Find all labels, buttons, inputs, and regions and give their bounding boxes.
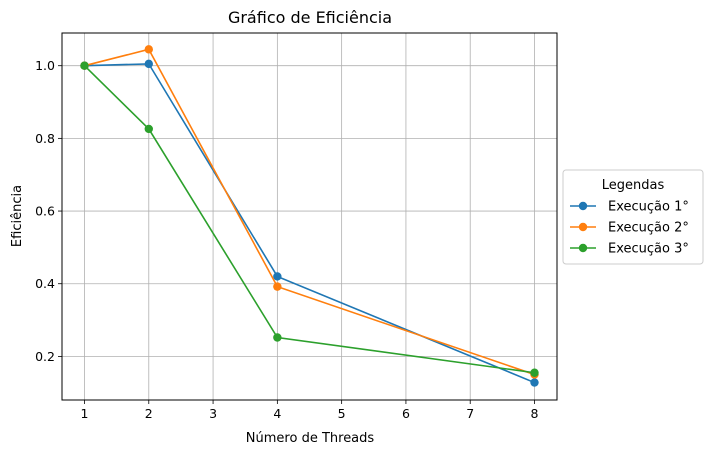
y-tick-label: 0.8 bbox=[35, 131, 55, 146]
data-point bbox=[80, 61, 89, 70]
series-line bbox=[84, 48, 535, 376]
plot-frame bbox=[61, 32, 558, 401]
x-tick-label: 4 bbox=[273, 406, 281, 421]
chart-title: Gráfico de Eficiência bbox=[228, 8, 392, 27]
data-point bbox=[144, 124, 153, 134]
data-point bbox=[144, 45, 153, 54]
y-tick-label: 0.2 bbox=[35, 349, 55, 364]
x-tick-label: 8 bbox=[531, 406, 539, 421]
x-tick-label: 1 bbox=[81, 406, 89, 421]
x-axis-label: Número de Threads bbox=[246, 431, 375, 446]
legend-item: Execução 3° bbox=[570, 242, 689, 257]
legend-title: Legendas bbox=[602, 178, 665, 193]
y-axis-label: Eficiência bbox=[10, 185, 25, 247]
series-layer bbox=[80, 45, 539, 387]
y-axis-ticks: 0.2 0.4 0.6 0.8 1.0 bbox=[35, 58, 62, 364]
y-tick-label: 0.6 bbox=[35, 204, 55, 219]
y-tick-label: 0.4 bbox=[35, 276, 55, 291]
legend-marker bbox=[578, 201, 588, 211]
legend-marker bbox=[578, 222, 588, 232]
legend-label: Execução 3° bbox=[608, 242, 689, 257]
data-point bbox=[144, 59, 153, 69]
grid-lines bbox=[62, 33, 557, 400]
data-point bbox=[273, 333, 282, 342]
data-point bbox=[273, 282, 282, 291]
legend: Legendas Execução 1°Execução 2°Execução … bbox=[562, 169, 704, 265]
series-line bbox=[84, 63, 535, 384]
legend-item: Execução 2° bbox=[570, 221, 689, 236]
x-tick-label: 5 bbox=[338, 406, 346, 421]
legend-label: Execução 1° bbox=[608, 200, 689, 215]
x-axis-ticks: 1 2 3 4 5 6 7 8 bbox=[81, 400, 539, 421]
legend-label: Execução 2° bbox=[608, 221, 689, 236]
x-tick-label: 2 bbox=[145, 406, 153, 421]
legend-marker bbox=[578, 243, 588, 253]
data-point bbox=[530, 378, 539, 387]
x-tick-label: 7 bbox=[466, 406, 474, 421]
y-tick-label: 1.0 bbox=[35, 58, 55, 73]
series-3 bbox=[80, 61, 539, 377]
series-line bbox=[83, 65, 535, 374]
x-tick-label: 6 bbox=[402, 406, 410, 421]
data-point bbox=[273, 272, 282, 281]
x-tick-label: 3 bbox=[209, 406, 217, 421]
data-point bbox=[530, 368, 539, 377]
legend-items: Execução 1° Execução 2° Execução 3° bbox=[570, 200, 689, 257]
legend-box bbox=[562, 169, 704, 265]
legend-item: Execução 1° bbox=[570, 200, 689, 215]
